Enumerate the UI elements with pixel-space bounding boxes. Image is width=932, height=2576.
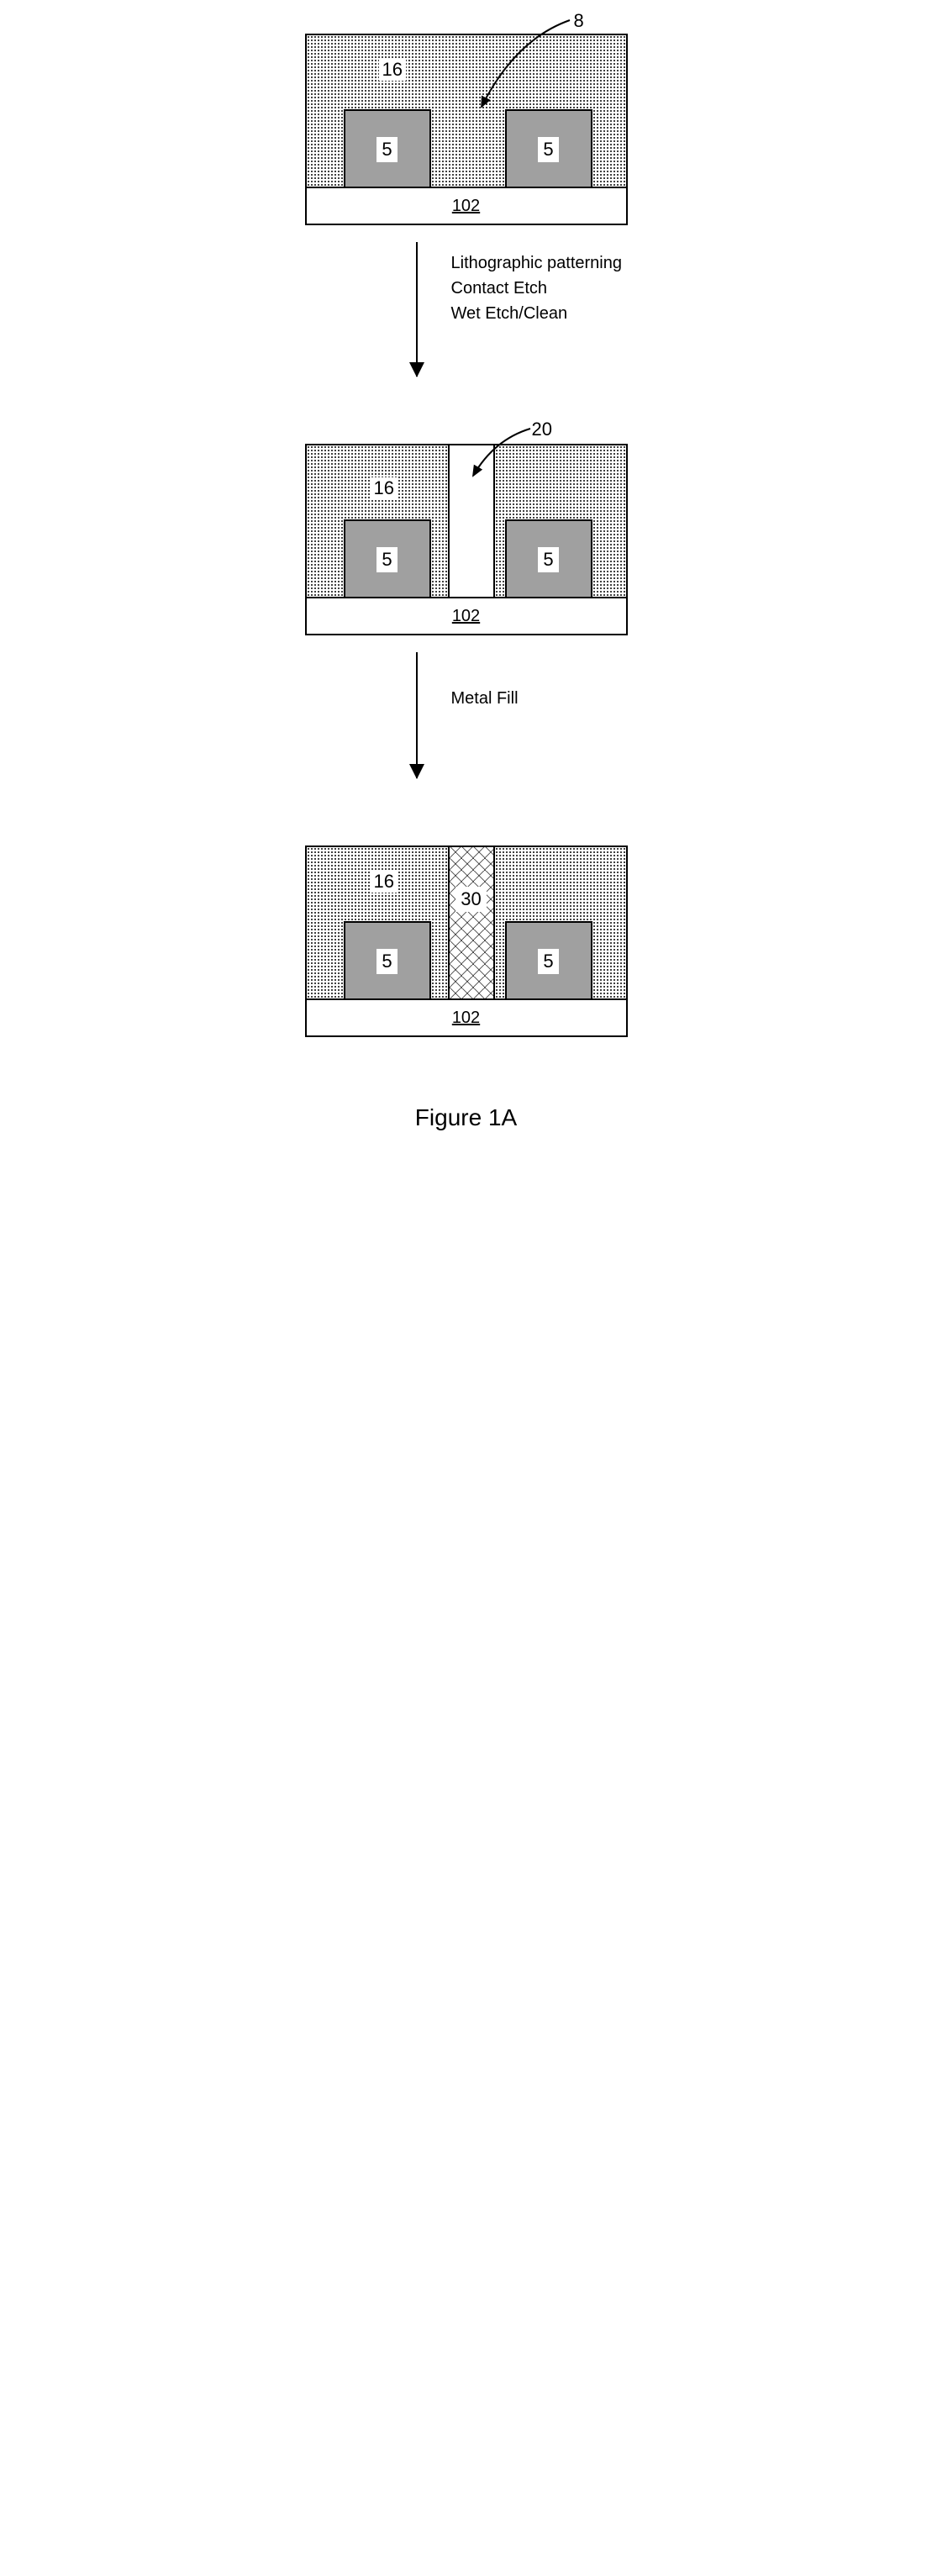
callout-8: 8	[574, 10, 584, 32]
metal-label: 30	[455, 887, 486, 912]
substrate-1: 102	[307, 187, 626, 224]
gate-label: 5	[538, 949, 558, 974]
step-line: Metal Fill	[451, 686, 519, 711]
gate-right-2: 5	[505, 519, 592, 600]
metal-fill-region: 30	[448, 847, 495, 1001]
substrate-label: 102	[452, 1009, 480, 1028]
dielectric-label-3: 16	[371, 871, 398, 893]
stage-1: 5 5 102 16 8	[305, 34, 628, 225]
dielectric-label-1: 16	[379, 59, 406, 81]
stage-3: 30 5 5 102 16	[305, 845, 628, 1037]
gate-left-2: 5	[344, 519, 431, 600]
gate-label: 5	[538, 547, 558, 572]
step-1-text: Lithographic patterning Contact Etch Wet…	[451, 242, 622, 326]
contact-trench	[448, 445, 495, 599]
cross-section-1: 5 5 102 16	[305, 34, 628, 225]
substrate-3: 102	[307, 998, 626, 1035]
figure-caption: Figure 1A	[415, 1104, 517, 1131]
step-line: Contact Etch	[451, 276, 622, 301]
gate-label: 5	[376, 137, 397, 162]
process-arrow-2: Metal Fill	[256, 652, 677, 812]
step-line: Wet Etch/Clean	[451, 301, 622, 326]
gate-right-3: 5	[505, 921, 592, 1002]
gate-right-1: 5	[505, 109, 592, 190]
gate-left-1: 5	[344, 109, 431, 190]
gate-label: 5	[538, 137, 558, 162]
gate-left-3: 5	[344, 921, 431, 1002]
arrow-down-icon	[416, 242, 418, 377]
arrow-down-icon	[416, 652, 418, 778]
substrate-2: 102	[307, 597, 626, 634]
process-arrow-1: Lithographic patterning Contact Etch Wet…	[256, 242, 677, 410]
substrate-label: 102	[452, 607, 480, 626]
gate-label: 5	[376, 949, 397, 974]
callout-20: 20	[532, 419, 552, 440]
step-2-text: Metal Fill	[451, 652, 519, 711]
cross-section-3: 30 5 5 102 16	[305, 845, 628, 1037]
substrate-label: 102	[452, 197, 480, 216]
gate-label: 5	[376, 547, 397, 572]
stage-2: 5 5 102 16 20	[305, 444, 628, 635]
dielectric-label-2: 16	[371, 477, 398, 499]
cross-section-2: 5 5 102 16	[305, 444, 628, 635]
step-line: Lithographic patterning	[451, 250, 622, 276]
